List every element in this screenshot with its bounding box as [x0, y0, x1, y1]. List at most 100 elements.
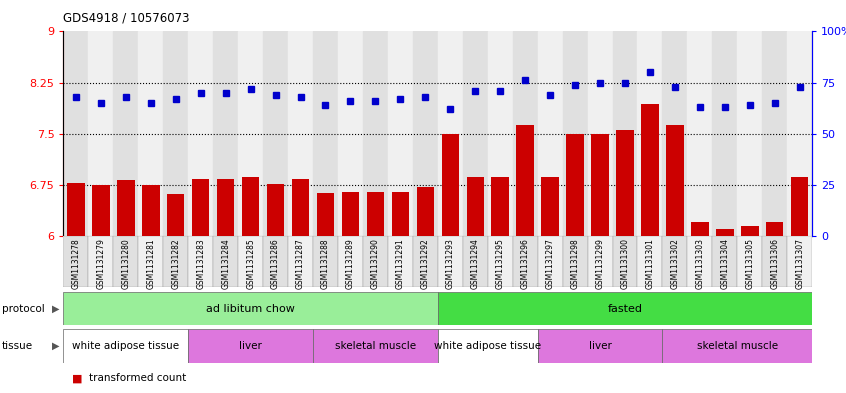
Bar — [437, 236, 463, 287]
Bar — [587, 31, 613, 236]
Bar — [587, 236, 613, 287]
Bar — [437, 292, 812, 325]
Text: ad libitum chow: ad libitum chow — [206, 304, 295, 314]
Text: GSM1131299: GSM1131299 — [596, 238, 605, 289]
Bar — [563, 31, 587, 236]
Text: GSM1131307: GSM1131307 — [795, 238, 805, 289]
Bar — [516, 125, 534, 236]
Text: ▶: ▶ — [52, 341, 59, 351]
Bar — [413, 31, 437, 236]
Text: tissue: tissue — [2, 341, 33, 351]
Bar — [313, 236, 338, 287]
Bar — [113, 236, 138, 287]
Bar — [238, 236, 263, 287]
Text: white adipose tissue: white adipose tissue — [72, 341, 179, 351]
Bar — [637, 31, 662, 236]
Bar — [266, 184, 284, 236]
Bar — [712, 236, 737, 287]
Bar — [213, 31, 238, 236]
Text: GSM1131294: GSM1131294 — [470, 238, 480, 289]
Bar — [591, 134, 609, 236]
Text: skeletal muscle: skeletal muscle — [697, 341, 777, 351]
Text: GSM1131280: GSM1131280 — [121, 238, 130, 289]
Text: GSM1131284: GSM1131284 — [221, 238, 230, 289]
Bar — [737, 31, 762, 236]
Text: GSM1131302: GSM1131302 — [670, 238, 679, 289]
Bar — [138, 236, 163, 287]
Bar — [787, 236, 812, 287]
Bar — [238, 31, 263, 236]
Text: GSM1131293: GSM1131293 — [446, 238, 455, 289]
Bar — [787, 31, 812, 236]
Text: GSM1131289: GSM1131289 — [346, 238, 355, 289]
Bar — [163, 31, 188, 236]
Bar — [716, 229, 733, 236]
Bar — [316, 193, 334, 236]
Bar — [762, 31, 787, 236]
Bar — [142, 185, 160, 236]
Bar — [167, 194, 184, 236]
Bar — [616, 130, 634, 236]
Bar — [613, 236, 637, 287]
Text: GSM1131279: GSM1131279 — [96, 238, 106, 289]
Bar — [741, 226, 759, 236]
Bar — [263, 236, 288, 287]
Bar — [413, 236, 437, 287]
Bar — [92, 185, 110, 236]
Bar — [442, 134, 459, 236]
Bar — [292, 179, 310, 236]
Text: white adipose tissue: white adipose tissue — [434, 341, 541, 351]
Bar — [513, 236, 538, 287]
Text: GSM1131303: GSM1131303 — [695, 238, 705, 289]
Bar — [363, 31, 387, 236]
Text: GSM1131278: GSM1131278 — [71, 238, 80, 289]
Text: GDS4918 / 10576073: GDS4918 / 10576073 — [63, 12, 190, 25]
Text: transformed count: transformed count — [89, 373, 186, 384]
Bar — [63, 292, 437, 325]
Bar — [88, 31, 113, 236]
Bar — [712, 31, 737, 236]
Text: GSM1131285: GSM1131285 — [246, 238, 255, 289]
Bar — [538, 329, 662, 363]
Text: protocol: protocol — [2, 304, 45, 314]
Bar — [188, 31, 213, 236]
Text: GSM1131306: GSM1131306 — [770, 238, 779, 289]
Bar — [513, 31, 537, 236]
Bar — [541, 176, 559, 236]
Text: liver: liver — [239, 341, 262, 351]
Text: skeletal muscle: skeletal muscle — [335, 341, 416, 351]
Text: fasted: fasted — [607, 304, 642, 314]
Bar — [437, 329, 538, 363]
Bar — [463, 31, 487, 236]
Bar — [363, 236, 387, 287]
Text: GSM1131297: GSM1131297 — [546, 238, 555, 289]
Bar — [288, 236, 313, 287]
Bar — [313, 31, 338, 236]
Bar — [687, 31, 712, 236]
Bar — [63, 329, 188, 363]
Bar — [366, 191, 384, 236]
Text: GSM1131305: GSM1131305 — [745, 238, 755, 289]
Bar — [313, 329, 437, 363]
Bar — [213, 236, 238, 287]
Bar — [437, 31, 463, 236]
Bar — [492, 176, 509, 236]
Bar — [691, 222, 709, 236]
Bar — [566, 134, 584, 236]
Text: GSM1131281: GSM1131281 — [146, 238, 156, 289]
Bar — [662, 236, 687, 287]
Bar — [538, 236, 563, 287]
Bar — [67, 184, 85, 236]
Bar — [537, 31, 563, 236]
Bar — [387, 236, 413, 287]
Bar — [687, 236, 712, 287]
Bar — [338, 236, 363, 287]
Bar — [88, 236, 113, 287]
Bar — [242, 176, 260, 236]
Text: GSM1131290: GSM1131290 — [371, 238, 380, 289]
Bar — [662, 329, 812, 363]
Bar — [217, 178, 234, 236]
Bar — [392, 191, 409, 236]
Text: GSM1131292: GSM1131292 — [420, 238, 430, 289]
Text: GSM1131300: GSM1131300 — [620, 238, 629, 289]
